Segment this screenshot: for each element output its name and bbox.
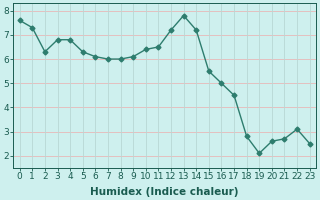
X-axis label: Humidex (Indice chaleur): Humidex (Indice chaleur) [91,187,239,197]
